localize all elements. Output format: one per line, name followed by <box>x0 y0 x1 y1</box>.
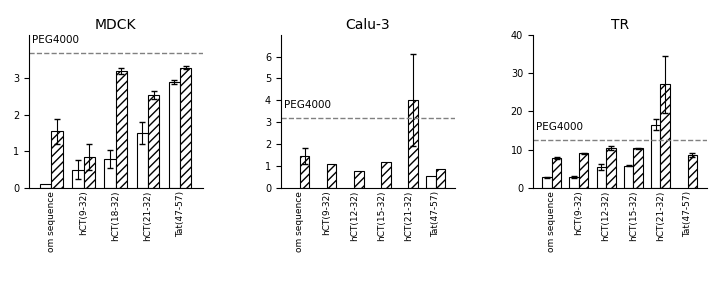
Bar <box>169 82 180 188</box>
Bar <box>381 162 391 188</box>
Text: PEG4000: PEG4000 <box>536 122 583 132</box>
Bar <box>633 149 642 188</box>
Bar <box>651 125 660 188</box>
Bar <box>72 170 84 188</box>
Bar <box>426 176 435 188</box>
Bar <box>408 100 418 188</box>
Bar <box>435 169 445 188</box>
Text: PEG4000: PEG4000 <box>284 100 331 110</box>
Bar <box>105 159 116 188</box>
Bar <box>327 164 337 188</box>
Bar <box>660 84 670 188</box>
Bar <box>624 166 633 188</box>
Bar <box>137 133 148 188</box>
Bar <box>40 184 51 188</box>
Bar <box>84 157 95 188</box>
Text: PEG4000: PEG4000 <box>32 35 79 45</box>
Bar <box>688 155 697 188</box>
Bar <box>542 177 552 188</box>
Bar <box>116 71 127 188</box>
Title: Calu-3: Calu-3 <box>345 18 390 32</box>
Bar <box>148 95 159 188</box>
Bar <box>606 148 616 188</box>
Bar <box>570 177 579 188</box>
Bar <box>300 156 309 188</box>
Bar <box>51 131 63 188</box>
Title: MDCK: MDCK <box>95 18 136 32</box>
Bar <box>180 68 191 188</box>
Bar <box>596 167 606 188</box>
Bar <box>354 171 363 188</box>
Bar <box>552 158 562 188</box>
Title: TR: TR <box>611 18 629 32</box>
Bar <box>579 153 588 188</box>
